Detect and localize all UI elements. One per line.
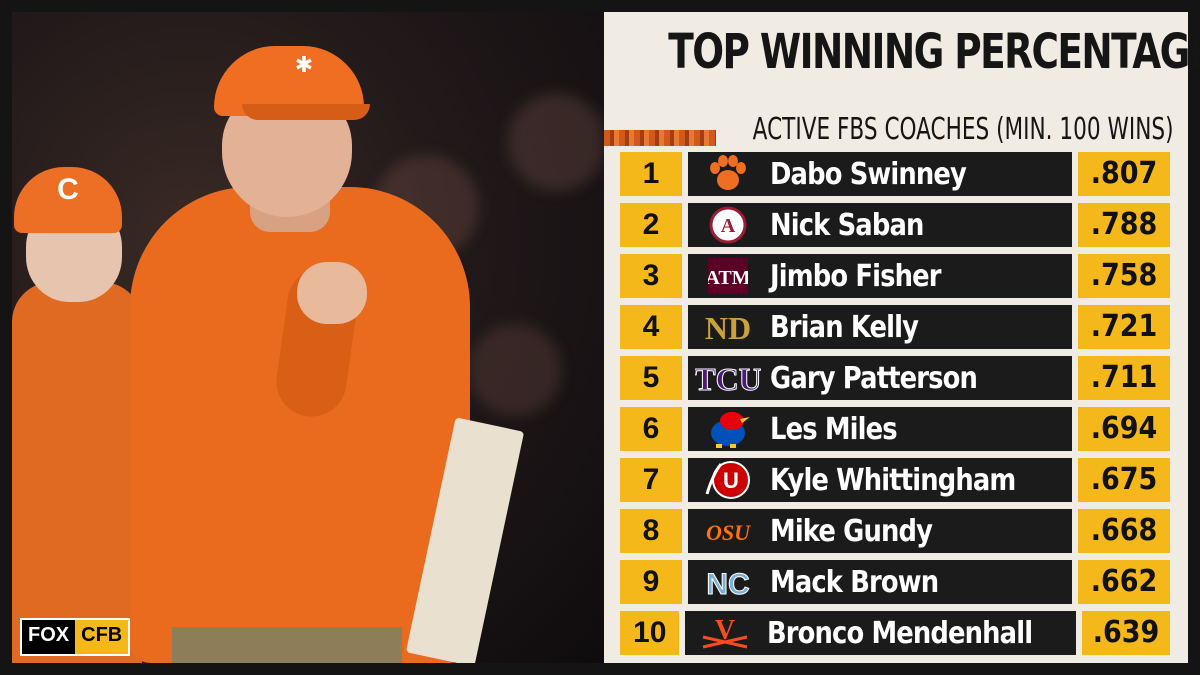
coach-name: Gary Patterson <box>770 360 978 396</box>
winning-percentage: .639 <box>1081 611 1170 655</box>
coach-cell: V Bronco Mendenhall <box>685 611 1076 655</box>
texas-am-logo-icon: ATM <box>688 258 768 294</box>
crowd-strip-decoration <box>604 130 716 146</box>
coach-name: Mack Brown <box>770 564 939 600</box>
rank-number: 10 <box>620 611 680 655</box>
fox-wordmark: FOX <box>22 620 76 654</box>
svg-text:ATM: ATM <box>708 267 748 289</box>
coach-cell: ND Brian Kelly <box>688 305 1072 349</box>
main-coach-jacket <box>130 187 470 663</box>
cap-c-letter-icon: C <box>57 173 79 206</box>
svg-text:TCU: TCU <box>695 361 761 396</box>
notre-dame-logo-icon: ND <box>688 309 768 345</box>
coach-name: Dabo Swinney <box>770 156 967 192</box>
rank-number: 8 <box>620 509 682 553</box>
main-coach-cap-brim <box>242 104 370 120</box>
winning-percentage: .807 <box>1078 152 1170 196</box>
rank-number: 6 <box>620 407 682 451</box>
background-coach-body <box>12 282 142 663</box>
rankings-panel: TOP WINNING PERCENTAGE ACTIVE FBS COACHE… <box>604 12 1200 663</box>
oklahoma-state-logo-icon: OSU <box>688 515 768 547</box>
rank-number: 7 <box>620 458 682 502</box>
svg-text:A: A <box>721 215 736 237</box>
coach-name: Kyle Whittingham <box>770 462 1016 498</box>
svg-text:OSU: OSU <box>706 520 751 545</box>
coach-name: Jimbo Fisher <box>770 258 941 294</box>
graphic-subtitle: ACTIVE FBS COACHES (MIN. 100 WINS) <box>753 112 1174 147</box>
kansas-jayhawk-icon <box>688 409 768 449</box>
tcu-logo-icon: TCU <box>688 360 768 397</box>
ranking-row: 5 TCU Gary Patterson .711 <box>620 356 1170 400</box>
winning-percentage: .694 <box>1078 407 1170 451</box>
ranking-row: 6 Les Miles .694 <box>620 407 1170 451</box>
svg-text:NC: NC <box>706 568 749 601</box>
clemson-paw-icon <box>688 155 768 193</box>
coach-cell: NC Mack Brown <box>688 560 1072 604</box>
winning-percentage: .675 <box>1078 458 1170 502</box>
svg-text:U: U <box>723 468 739 493</box>
coach-cell: TCU Gary Patterson <box>688 356 1072 400</box>
winning-percentage: .662 <box>1078 560 1170 604</box>
cfb-wordmark: CFB <box>75 620 129 654</box>
svg-text:ND: ND <box>705 310 751 345</box>
ranking-row: 3 ATM Jimbo Fisher .758 <box>620 254 1170 298</box>
coach-cell: U Kyle Whittingham <box>688 458 1072 502</box>
alabama-logo-icon: A <box>688 206 768 244</box>
ranking-row: 7 U Kyle Whittingham .675 <box>620 458 1170 502</box>
coach-cell: Dabo Swinney <box>688 152 1072 196</box>
ranking-row: 4 ND Brian Kelly .721 <box>620 305 1170 349</box>
coach-name: Les Miles <box>770 411 898 447</box>
svg-text:V: V <box>715 615 735 646</box>
rank-number: 4 <box>620 305 682 349</box>
ranking-row: 2 A Nick Saban .788 <box>620 203 1170 247</box>
fox-cfb-logo: FOX CFB <box>20 618 131 656</box>
ranking-row: 1 Dabo Swinney .807 <box>620 152 1170 196</box>
coach-photo: C ✱ <box>12 12 604 663</box>
ranking-row: 8 OSU Mike Gundy .668 <box>620 509 1170 553</box>
rank-number: 3 <box>620 254 682 298</box>
rank-number: 2 <box>620 203 682 247</box>
background-coach-cap <box>14 167 122 233</box>
coach-cell: A Nick Saban <box>688 203 1072 247</box>
coach-cell: Les Miles <box>688 407 1072 451</box>
coach-name: Nick Saban <box>770 207 924 243</box>
graphic-title: TOP WINNING PERCENTAGE <box>668 24 1200 80</box>
unc-logo-icon: NC <box>688 563 768 602</box>
rank-number: 5 <box>620 356 682 400</box>
main-coach-pants <box>172 627 402 663</box>
ranking-row: 10 V Bronco Mendenhall .639 <box>620 611 1170 655</box>
ranking-row: 9 NC Mack Brown .662 <box>620 560 1170 604</box>
cap-paw-icon: ✱ <box>294 52 314 77</box>
winning-percentage: .721 <box>1078 305 1170 349</box>
utah-logo-icon: U <box>688 460 768 500</box>
coach-cell: OSU Mike Gundy <box>688 509 1072 553</box>
coach-name: Bronco Mendenhall <box>767 615 1033 651</box>
winning-percentage: .711 <box>1078 356 1170 400</box>
coach-name: Brian Kelly <box>770 309 919 345</box>
main-coach-fist <box>297 262 367 324</box>
winning-percentage: .788 <box>1078 203 1170 247</box>
coach-cell: ATM Jimbo Fisher <box>688 254 1072 298</box>
coach-name: Mike Gundy <box>770 513 933 549</box>
winning-percentage: .758 <box>1078 254 1170 298</box>
rank-number: 9 <box>620 560 682 604</box>
winning-percentage: .668 <box>1078 509 1170 553</box>
virginia-logo-icon: V <box>685 613 765 653</box>
rank-number: 1 <box>620 152 682 196</box>
